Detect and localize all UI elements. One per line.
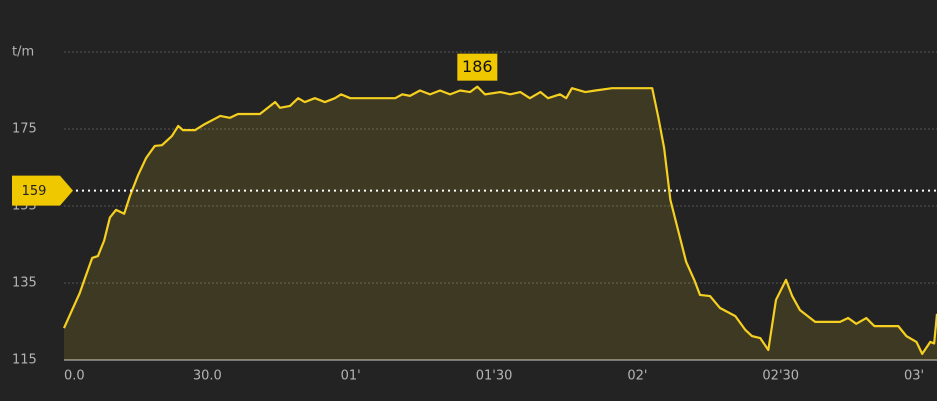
x-tick-label: 02' (627, 369, 647, 384)
peak-label: 186 (462, 57, 493, 76)
line (62, 85, 937, 355)
y-tick-label: 175 (12, 122, 37, 137)
peak-badge (457, 53, 498, 81)
y-tick-label: 135 (12, 276, 37, 291)
x-tick-label: 30.0 (193, 369, 222, 384)
area-fill (64, 86, 937, 361)
x-tick-label: 0.0 (64, 369, 85, 384)
x-tick-label: 01' (341, 369, 361, 384)
average-badge (12, 175, 73, 206)
x-tick-label: 03' (904, 369, 924, 384)
y-tick-label: 115 (12, 353, 37, 368)
x-tick-label: 02'30 (762, 369, 799, 384)
y-tick-label: t/m (12, 45, 34, 60)
x-tick-label: 01'30 (476, 369, 513, 384)
average-label: 159 (22, 184, 47, 199)
